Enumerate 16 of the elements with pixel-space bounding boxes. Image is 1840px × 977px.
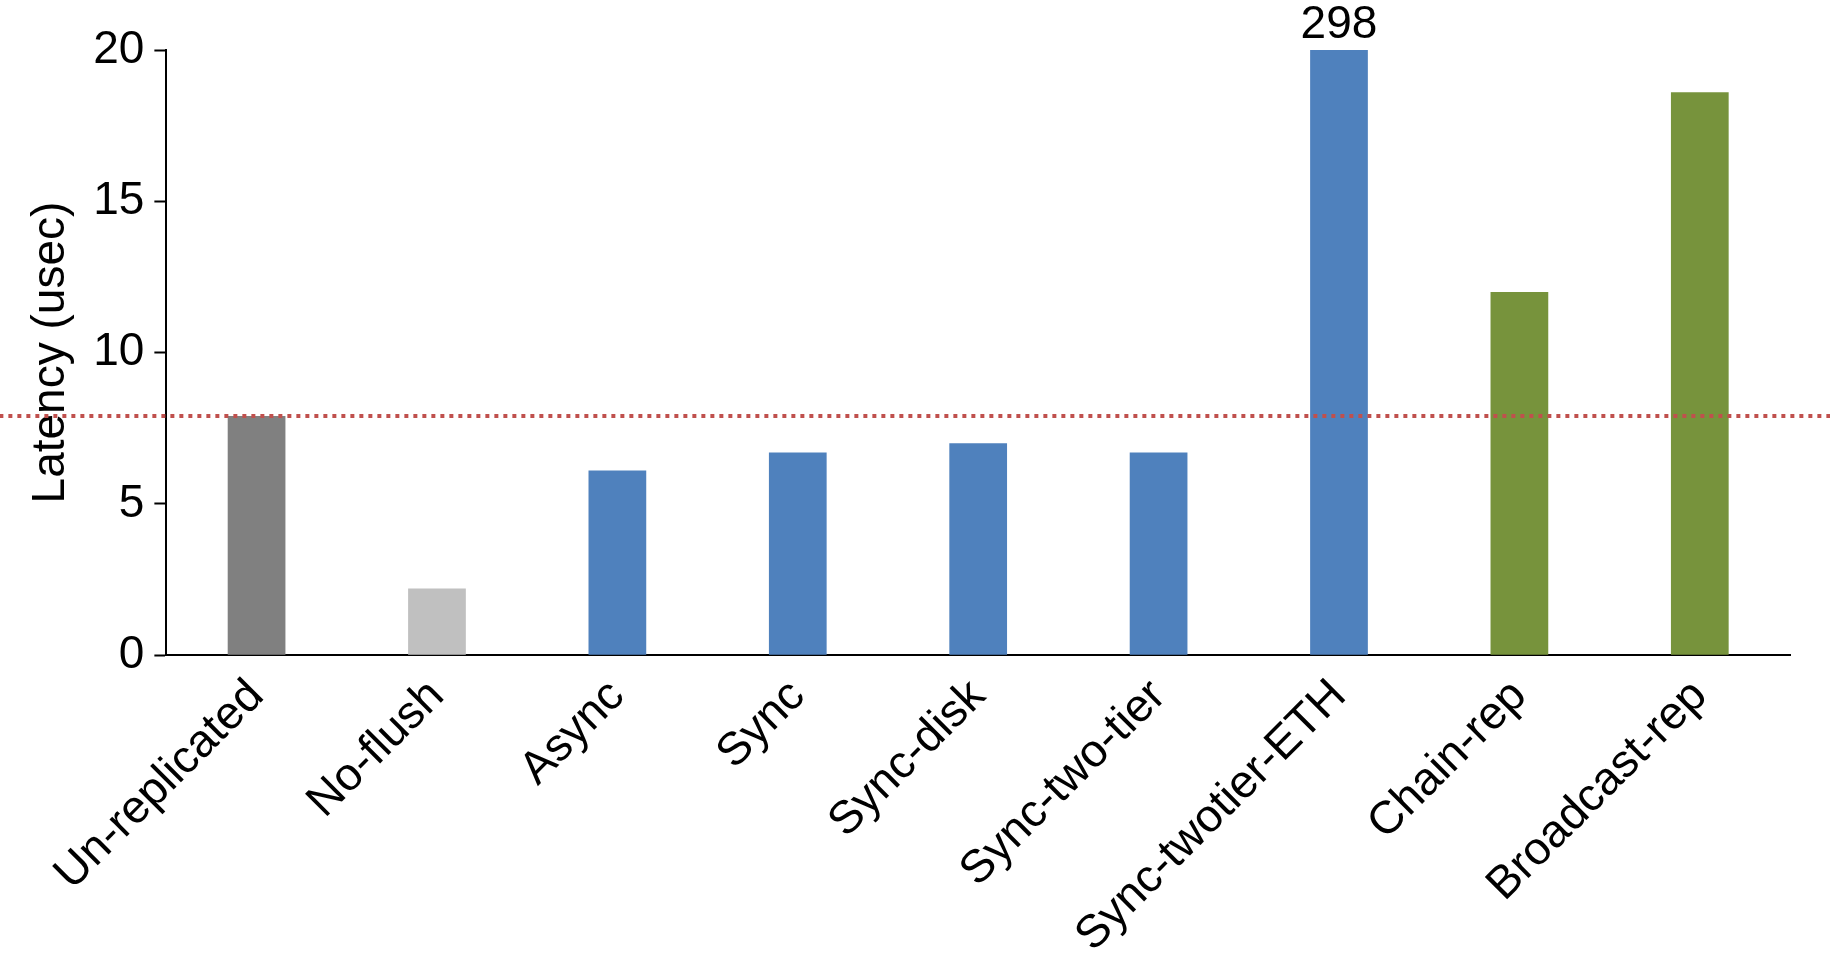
y-tick-label: 0 bbox=[118, 625, 145, 678]
bar bbox=[949, 443, 1008, 655]
bar bbox=[1129, 452, 1188, 655]
bar bbox=[588, 470, 647, 655]
y-tick-label: 5 bbox=[118, 474, 145, 527]
bar bbox=[1670, 92, 1729, 655]
y-axis-title: Latency (usec) bbox=[22, 201, 75, 504]
y-tick-label: 20 bbox=[93, 20, 145, 73]
bar bbox=[227, 416, 286, 655]
y-tick-label: 10 bbox=[93, 323, 145, 376]
annotation: 298 bbox=[1300, 0, 1378, 48]
bar bbox=[1490, 292, 1549, 655]
bar bbox=[768, 452, 827, 655]
bar bbox=[1310, 50, 1368, 655]
y-tick-label: 15 bbox=[93, 171, 145, 224]
bar bbox=[408, 588, 466, 655]
